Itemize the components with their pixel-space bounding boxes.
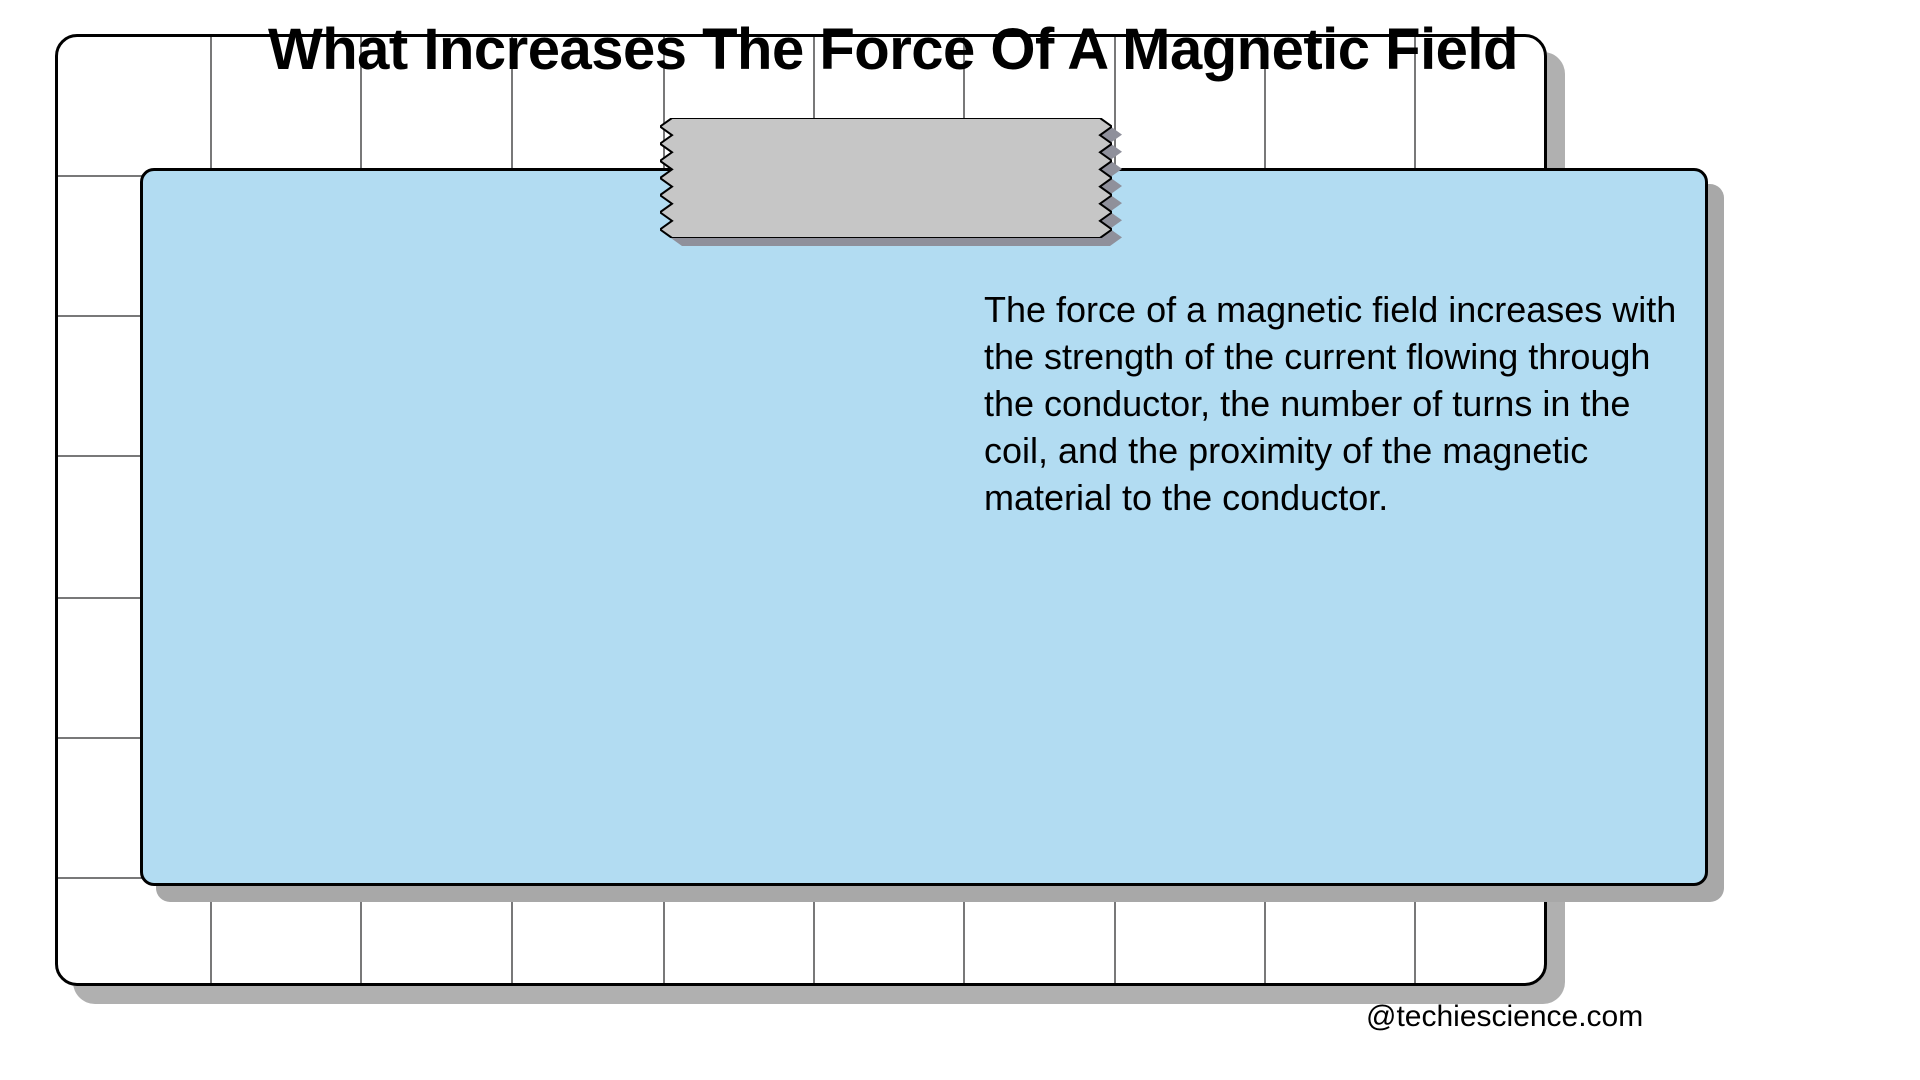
- body-text: The force of a magnetic field increases …: [984, 286, 1704, 521]
- attribution-text: @techiescience.com: [1366, 1000, 1643, 1034]
- content-card: [140, 168, 1708, 886]
- infographic-canvas: What Increases The Force Of A Magnetic F…: [0, 0, 1920, 1080]
- page-title: What Increases The Force Of A Magnetic F…: [268, 16, 1468, 83]
- tape-decoration: [660, 118, 1112, 238]
